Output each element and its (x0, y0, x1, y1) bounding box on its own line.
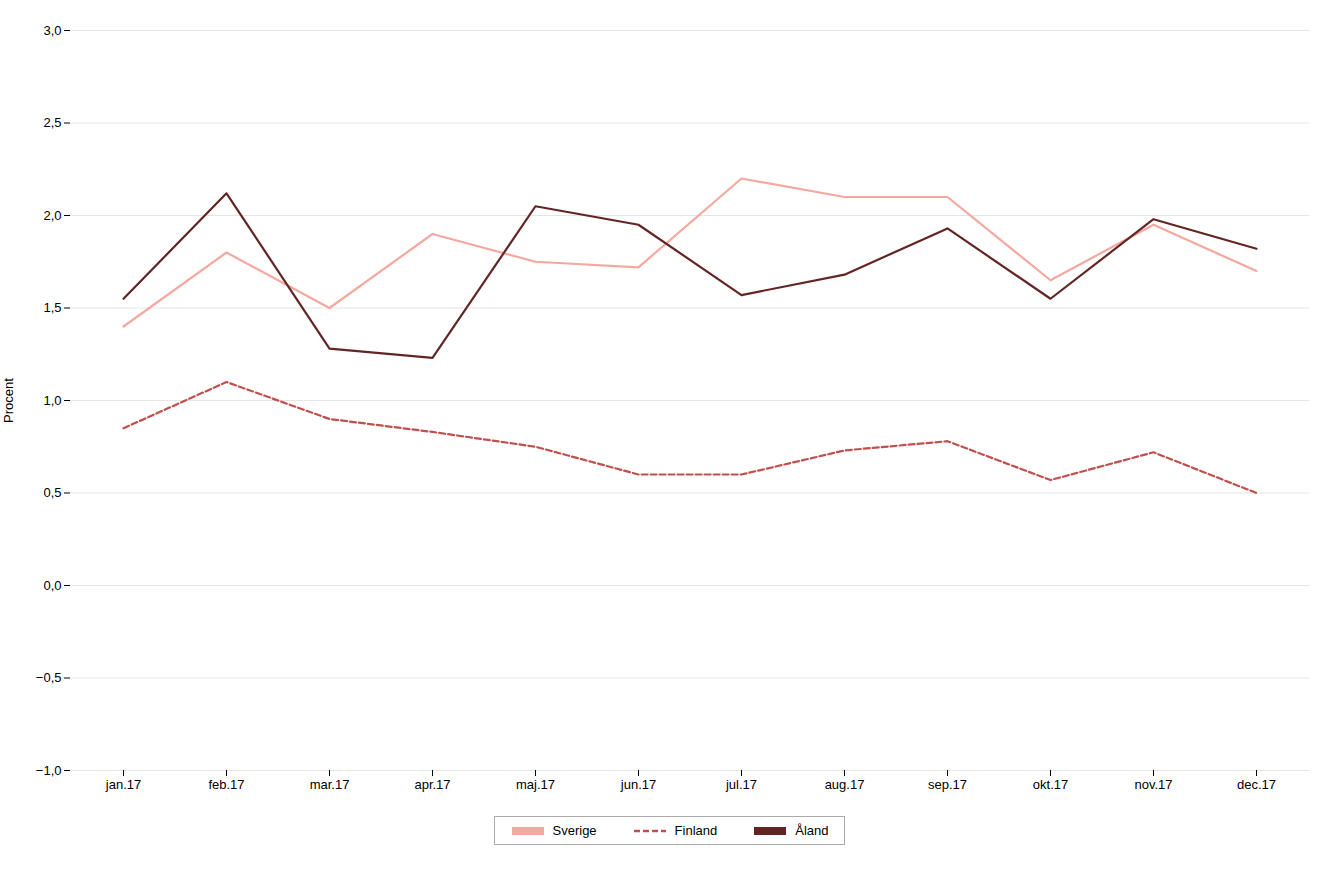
svg-text:mar.17: mar.17 (310, 777, 350, 792)
svg-text:0,5: 0,5 (43, 485, 61, 500)
svg-text:okt.17: okt.17 (1033, 777, 1068, 792)
svg-text:nov.17: nov.17 (1134, 777, 1172, 792)
svg-text:feb.17: feb.17 (208, 777, 244, 792)
svg-text:jul.17: jul.17 (725, 777, 757, 792)
svg-text:Procent: Procent (1, 378, 16, 423)
svg-text:−1,0: −1,0 (36, 763, 62, 778)
svg-text:maj.17: maj.17 (516, 777, 555, 792)
svg-text:dec.17: dec.17 (1237, 777, 1276, 792)
html-text:Åland: Åland (795, 823, 829, 838)
svg-text:jan.17: jan.17 (105, 777, 141, 792)
svg-text:2,0: 2,0 (43, 208, 61, 223)
html-text:Finland: Finland (674, 823, 718, 838)
svg-text:jun.17: jun.17 (620, 777, 656, 792)
svg-text:2,5: 2,5 (43, 115, 61, 130)
html-text:Sverige: Sverige (552, 823, 597, 838)
svg-text:0,0: 0,0 (43, 578, 61, 593)
svg-text:aug.17: aug.17 (825, 777, 865, 792)
svg-text:sep.17: sep.17 (928, 777, 967, 792)
svg-text:1,5: 1,5 (43, 300, 61, 315)
svg-text:1,0: 1,0 (43, 393, 61, 408)
svg-text:apr.17: apr.17 (414, 777, 450, 792)
svg-text:−0,5: −0,5 (36, 670, 62, 685)
svg-text:3,0: 3,0 (43, 23, 61, 38)
